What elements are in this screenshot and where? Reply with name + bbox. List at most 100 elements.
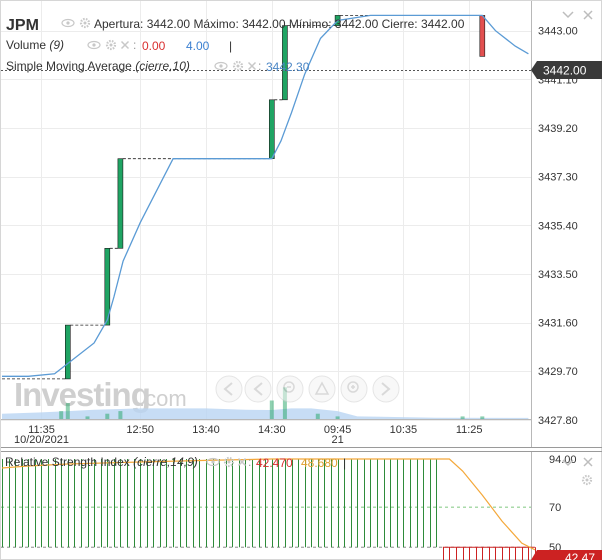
- date-tick-label: 21: [331, 434, 343, 446]
- sma-value: 3442.30: [266, 60, 310, 74]
- sma-param: (cierre,10): [135, 59, 190, 73]
- time-tick-label: 11:25: [456, 424, 483, 436]
- magnifier-minus-icon: [283, 381, 295, 393]
- collapse-chevron-icon[interactable]: [562, 11, 574, 19]
- rsi-legend: Relative Strength Index (cierre,14,9) : …: [5, 455, 593, 486]
- open-label: Apertura:: [94, 17, 143, 31]
- sma-line-layer: [2, 14, 529, 377]
- current-price-tag: 3442.00: [1, 61, 602, 79]
- ohlc-readout: Apertura: 3442.00 Máximo: 3442.00 Mínimo…: [94, 17, 465, 31]
- volume-param: (9): [49, 38, 64, 52]
- volume-bar: [65, 403, 70, 419]
- scroll-right-step-button[interactable]: [372, 375, 400, 403]
- scroll-left-button[interactable]: [215, 375, 243, 403]
- volume-legend-text: Volume (9): [6, 38, 64, 52]
- candle: [65, 324, 71, 380]
- date-tick-label: 10/20/2021: [14, 434, 69, 446]
- reset-zoom-button[interactable]: [308, 375, 336, 403]
- rsi-param: (cierre,14,9): [133, 455, 198, 469]
- chevron-left-icon: [223, 382, 233, 396]
- time-tick-label: 09:45: [324, 424, 352, 436]
- gear-icon[interactable]: [79, 17, 91, 29]
- magnifier-plus-icon: [347, 381, 359, 393]
- time-tick-label: 12:50: [126, 424, 154, 436]
- rsi-label: Relative Strength Index: [5, 455, 130, 469]
- low-value: 3442.00: [335, 17, 379, 31]
- rsi-current-tag: 42.47: [531, 550, 602, 560]
- collapse-chevron-icon[interactable]: [562, 459, 574, 467]
- volume-ma-area: [2, 408, 529, 419]
- gear-icon[interactable]: [105, 39, 117, 51]
- zoom-in-button[interactable]: [340, 375, 368, 403]
- volume-histogram: [2, 387, 529, 419]
- chevron-left-icon: [253, 382, 263, 396]
- price-tick-label: 3429.70: [538, 366, 578, 378]
- chart-header: JPM Apertura: 3442.00 Máximo: 3442.00 Mí…: [6, 10, 593, 34]
- remove-indicator-icon[interactable]: [247, 61, 257, 71]
- eye-icon[interactable]: [214, 61, 228, 71]
- watermark-suffix: .com: [139, 386, 187, 411]
- rsi-value-a: 42.470: [256, 456, 293, 470]
- sma-separator: :: [258, 59, 261, 73]
- rsi-tick-label: 70: [549, 502, 561, 514]
- close-chart-icon[interactable]: [583, 10, 593, 20]
- sma-label: Simple Moving Average: [6, 59, 132, 73]
- eye-icon[interactable]: [61, 18, 75, 28]
- volume-bar: [460, 416, 465, 419]
- close-pane-icon[interactable]: [583, 457, 593, 467]
- eye-icon[interactable]: [206, 457, 220, 467]
- reset-icon: [314, 381, 330, 395]
- time-tick-label: 11:35: [28, 424, 55, 436]
- candle: [268, 99, 275, 160]
- time-tick-label: 13:40: [192, 424, 220, 436]
- high-label: Máximo:: [193, 17, 238, 31]
- price-tick-label: 3439.20: [538, 123, 578, 135]
- volume-bar: [85, 416, 90, 419]
- volume-divider: |: [229, 39, 232, 53]
- volume-value-blue: 4.00: [186, 39, 210, 53]
- watermark-brand: Investing: [14, 376, 150, 413]
- volume-bar: [282, 387, 287, 419]
- remove-indicator-icon[interactable]: [120, 40, 130, 50]
- zoom-out-button[interactable]: [276, 375, 304, 403]
- volume-bar: [315, 413, 320, 419]
- candle: [282, 25, 288, 101]
- rsi-line: [1, 458, 536, 551]
- candle: [479, 15, 486, 57]
- price-tick-label: 3427.80: [538, 415, 578, 427]
- rsi-separator: :: [248, 455, 251, 469]
- eye-icon[interactable]: [87, 40, 101, 50]
- rsi-legend-text: Relative Strength Index (cierre,14,9): [5, 455, 198, 469]
- rsi-divider: |: [343, 456, 346, 470]
- remove-indicator-icon[interactable]: [237, 457, 247, 467]
- close-value: 3442.00: [421, 17, 465, 31]
- volume-bar: [335, 416, 340, 419]
- ticker-symbol: JPM: [6, 17, 39, 34]
- volume-bar: [59, 411, 64, 419]
- gear-icon[interactable]: [232, 60, 244, 72]
- time-tick-label: 14:30: [258, 424, 286, 436]
- volume-legend: Volume (9) : 0.00 4.00 |: [6, 38, 232, 53]
- price-tick-label: 3443.00: [538, 26, 578, 38]
- volume-bar: [269, 400, 274, 419]
- rsi-current-value: 42.47: [565, 551, 595, 560]
- volume-separator: :: [133, 38, 136, 52]
- chevron-right-icon: [381, 382, 391, 396]
- price-tick-label: 3437.30: [538, 172, 578, 184]
- gear-icon[interactable]: [581, 474, 593, 486]
- chart-nav-controls: [215, 375, 400, 403]
- scroll-left-step-button[interactable]: [244, 375, 272, 403]
- gear-icon[interactable]: [223, 456, 235, 468]
- current-price-value: 3442.00: [543, 64, 587, 78]
- open-value: 3442.00: [147, 17, 191, 31]
- sma-legend-text: Simple Moving Average (cierre,10): [6, 59, 190, 73]
- axis-ticks: 3443.003441.103439.203437.303435.403433.…: [14, 26, 578, 446]
- price-tick-label: 3435.40: [538, 220, 578, 232]
- investing-watermark: Investing .com: [14, 376, 187, 413]
- volume-label: Volume: [6, 38, 46, 52]
- candle: [104, 248, 111, 326]
- low-label: Mínimo:: [289, 17, 332, 31]
